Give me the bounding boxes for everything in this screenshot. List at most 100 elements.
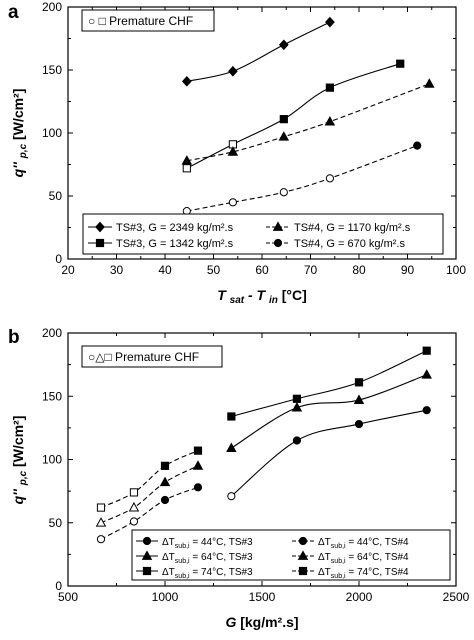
panel-a-series xyxy=(181,16,435,216)
panel-b-series-5-point xyxy=(193,446,203,455)
panel-a-series-3-point xyxy=(279,188,288,197)
panel-b-series-4-line xyxy=(231,350,427,418)
panel-b-series-1-line xyxy=(100,486,199,540)
panel-b-legend-1-label: ΔTsub,i = 44°C, TS#4 xyxy=(318,537,409,550)
panel-b-legend-3-name-sub: sub,i xyxy=(331,558,346,565)
panel-b-legend-3-label: ΔTsub,i = 64°C, TS#4 xyxy=(318,552,409,565)
panel-a-ylabel: q'' p,c [W/cm²] xyxy=(10,89,29,178)
panel-b-series-2-point xyxy=(421,369,432,379)
panel-a-series-1-point xyxy=(182,164,191,173)
panel-b-legend-4-name-sub: sub,i xyxy=(175,573,190,580)
panel-b-ytick-label: 50 xyxy=(49,516,63,530)
panel-a-xtick-label: 80 xyxy=(352,263,366,277)
panel-b-xlabel-main: G xyxy=(225,614,236,630)
panel-a-series-3-point xyxy=(325,174,334,183)
panel-b-legend-box xyxy=(131,529,451,581)
panel-b-legend-5-label: ΔTsub,i = 74°C, TS#4 xyxy=(318,567,409,580)
panel-b-legend-0-name: ΔT xyxy=(162,537,175,548)
panel-a-series-0-point xyxy=(228,65,238,77)
panel-a-xlabel-main: T xyxy=(217,287,227,303)
panel-b-legend-3-swatch-marker xyxy=(297,550,309,560)
panel-a-xlabel-mid: - T xyxy=(248,287,267,303)
panel-b-legend-5-name-rest: = 74°C, TS#4 xyxy=(346,567,409,578)
panel-b-legend-0-label: ΔTsub,i = 44°C, TS#3 xyxy=(162,537,253,550)
panel-b-legend-4-name: ΔT xyxy=(162,567,175,578)
panel-a-xlabel: T sat - T in [°C] xyxy=(217,287,307,306)
panel-b-legend-5-name-sub: sub,i xyxy=(331,573,346,580)
panel-a-ytick-label: 200 xyxy=(42,0,62,14)
panel-b-series-2-line xyxy=(231,374,427,449)
panel-a-legend-1-swatch-marker xyxy=(95,238,105,248)
panel-b-xlabel: G [kg/m².s] xyxy=(225,614,298,630)
panel-b-note: ○△□ Premature CHF xyxy=(88,350,199,364)
panel-a-legend-2-name: TS#4, G = 1170 kg/m².s xyxy=(294,222,411,234)
panel-a-legend-0-label: TS#3, G = 2349 kg/m².s xyxy=(116,222,234,234)
panel-a-xtick-label: 100 xyxy=(446,263,466,277)
panel-b-xtick-label: 2500 xyxy=(443,590,470,604)
panel-b-legend-2-name: ΔT xyxy=(162,552,175,563)
panel-a-legend-box xyxy=(82,213,444,255)
panel-a-ylabel-main: q'' xyxy=(10,162,26,178)
panel-a-series-2-point xyxy=(278,131,290,141)
panel-b-series-5-point xyxy=(160,461,170,470)
panel-a-xtick-label: 60 xyxy=(255,263,269,277)
panel-a-legend-0-swatch-marker xyxy=(95,221,105,233)
panel-b-series-2-point xyxy=(291,401,303,412)
panel-b-ylabel-main: q'' xyxy=(10,489,26,505)
panel-a-xtick-label: 20 xyxy=(61,263,75,277)
panel-b-legend-1-name: ΔT xyxy=(318,537,331,548)
panel-b-xlabel-unit: [kg/m².s] xyxy=(240,614,298,630)
panel-a-series-2-point xyxy=(324,116,336,126)
panel-b-legend-0-swatch-marker xyxy=(142,536,152,546)
panel-b-legend-2-name-sub: sub,i xyxy=(175,558,190,565)
panel-a-legend-3-swatch-marker xyxy=(273,238,283,248)
panel-b-series-2-point xyxy=(353,394,365,404)
panel-b-series-1-point xyxy=(96,535,106,544)
panel-a-label: a xyxy=(8,2,19,23)
panel-b-series-0-point xyxy=(422,406,431,415)
panel-b-xtick-label: 1000 xyxy=(152,590,179,604)
panel-b-legend-3-name: ΔT xyxy=(318,552,331,563)
panel-b-series-3-point xyxy=(95,517,107,527)
panel-b-legend-4-name-rest: = 74°C, TS#3 xyxy=(190,567,253,578)
panel-b-legend-2-swatch-marker xyxy=(141,550,153,560)
panel-a-xlabel-sub1: sat xyxy=(230,295,245,306)
panel-b-series-3-point xyxy=(128,501,140,512)
panel-b-series-0-line xyxy=(230,409,427,497)
panel-a-ytick-label: 0 xyxy=(55,252,62,266)
panel-b-legend-3-name-rest: = 64°C, TS#4 xyxy=(346,552,409,563)
panel-b-series-0-point xyxy=(292,436,302,445)
panel-a-ytick-label: 100 xyxy=(42,126,62,140)
panel-b-legend-2-label: ΔTsub,i = 64°C, TS#3 xyxy=(162,552,253,565)
panel-a-ticks: 20 30 40 50 60 70 80 90 100 0 50 100 150 200 xyxy=(42,0,466,277)
panel-a-note: ○ □ Premature CHF xyxy=(88,14,193,28)
panel-a-series-3-point xyxy=(228,198,237,207)
panel-b-series-3-line xyxy=(100,465,199,524)
panel-a-series-0-point xyxy=(278,39,289,51)
panel-a-series-2-point xyxy=(181,155,193,165)
panel-a-series-3-line xyxy=(186,145,418,212)
panel-a-xtick-label: 40 xyxy=(158,263,172,277)
panel-b-series-3-point xyxy=(192,460,204,470)
panel-b-series xyxy=(95,346,432,544)
panel-b-ytick-label: 0 xyxy=(55,579,62,593)
panel-a-xlabel-unit: [°C] xyxy=(282,287,307,303)
panel-a-series-1-point xyxy=(325,83,334,92)
panel-a-note-box xyxy=(81,9,215,32)
panel-b-legend-2-name-rest: = 64°C, TS#3 xyxy=(190,552,253,563)
panel-b-legend: ΔTsub,i = 44°C, TS#3 ΔTsub,i = 44°C, TS#4… xyxy=(136,536,409,580)
panel-a-xtick-label: 30 xyxy=(110,263,124,277)
panel-b-ticks: 500 1000 1500 2000 2500 0 50 100 150 200 xyxy=(42,326,470,604)
panel-a-series-0-point xyxy=(325,16,335,28)
panel-b-series-0-point xyxy=(354,419,364,429)
panel-b-legend-4-swatch-marker xyxy=(142,566,152,576)
panel-a-xtick-label: 50 xyxy=(207,263,221,277)
panel-b-ylabel: q'' p,c [W/cm²] xyxy=(10,416,29,505)
panel-b-legend-0-name-rest: = 44°C, TS#3 xyxy=(190,537,253,548)
panel-b-ytick-label: 150 xyxy=(42,389,62,403)
panel-b-xtick-label: 500 xyxy=(58,590,78,604)
panel-a-legend: TS#3, G = 2349 kg/m².s TS#3, G = 1342 kg/… xyxy=(88,221,411,250)
panel-b-ytick-label: 200 xyxy=(42,326,62,340)
panel-b-xtick-label: 2000 xyxy=(346,590,373,604)
